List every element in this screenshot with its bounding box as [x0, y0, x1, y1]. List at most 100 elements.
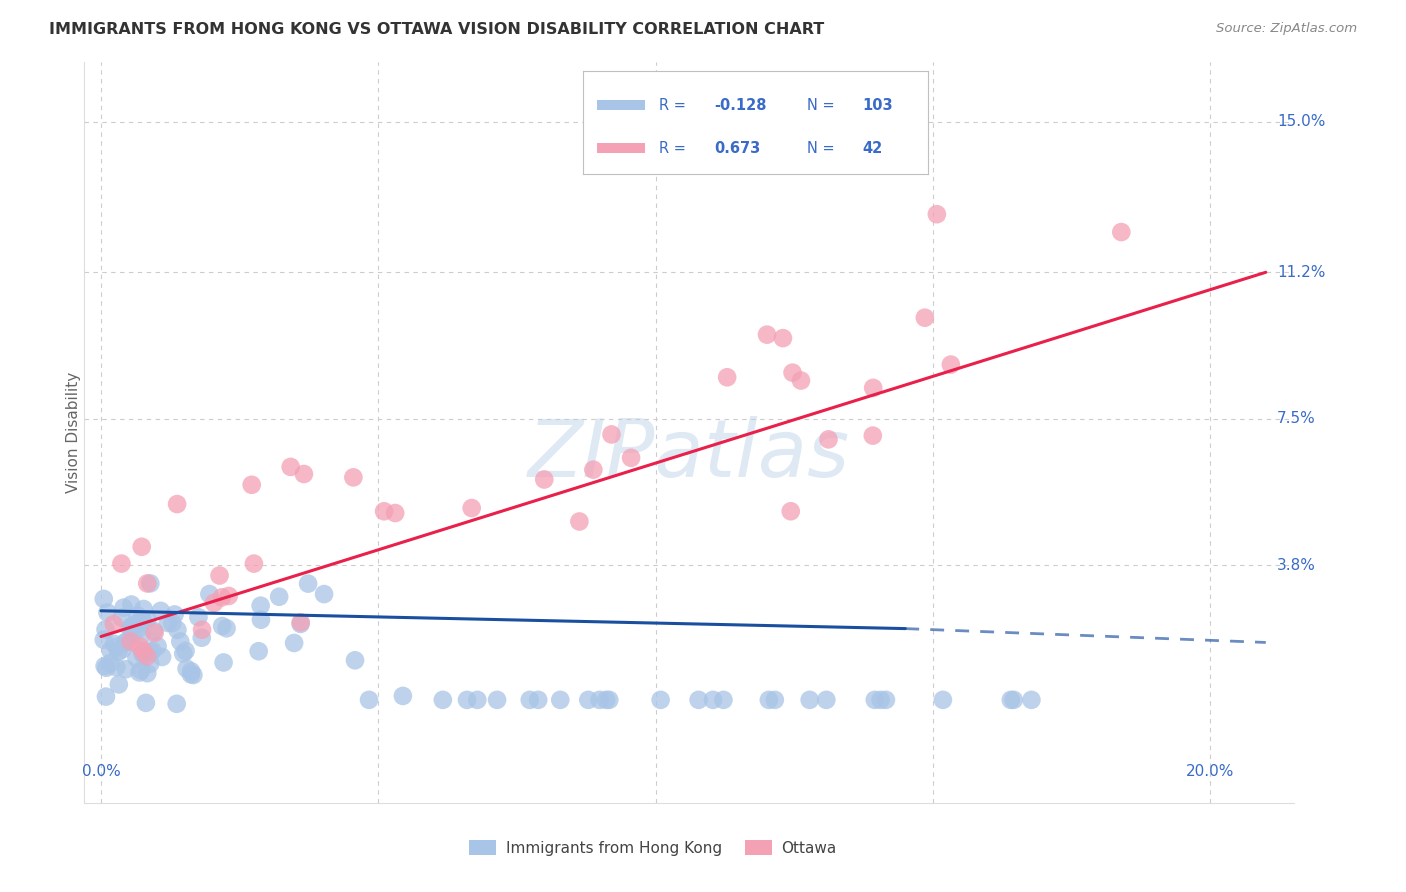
Point [595, 693, 617, 707]
Point [135, 696, 157, 710]
Point [650, 693, 672, 707]
Point [548, 693, 571, 707]
Point [598, 693, 620, 707]
Point [127, 608, 149, 623]
Point [269, 590, 291, 604]
Point [121, 628, 143, 642]
Point [533, 473, 555, 487]
Point [139, 576, 162, 591]
Point [939, 358, 962, 372]
Point [125, 624, 148, 638]
Text: 20.0%: 20.0% [1187, 764, 1234, 779]
Point [131, 647, 153, 661]
Text: IMMIGRANTS FROM HONG KONG VS OTTAWA VISION DISABILITY CORRELATION CHART: IMMIGRANTS FROM HONG KONG VS OTTAWA VISI… [49, 22, 824, 37]
Point [1002, 693, 1025, 707]
Point [432, 693, 454, 707]
Point [384, 506, 406, 520]
Point [131, 628, 153, 642]
Point [108, 677, 131, 691]
Point [373, 504, 395, 518]
Point [519, 693, 541, 707]
Point [115, 662, 138, 676]
Text: 7.5%: 7.5% [1277, 411, 1316, 426]
Point [817, 433, 839, 447]
Point [129, 612, 152, 626]
Point [131, 540, 153, 554]
Text: -0.128: -0.128 [714, 98, 766, 112]
Point [782, 366, 804, 380]
Point [94, 690, 117, 704]
Point [527, 693, 550, 707]
Point [588, 693, 610, 707]
FancyBboxPatch shape [598, 143, 645, 153]
Point [456, 693, 478, 707]
Point [190, 631, 212, 645]
Point [290, 615, 312, 630]
Point [132, 644, 155, 658]
Point [118, 622, 141, 636]
Point [180, 667, 202, 681]
Point [100, 643, 122, 657]
Point [862, 381, 884, 395]
Point [212, 656, 235, 670]
Point [156, 615, 179, 630]
Point [914, 310, 936, 325]
Point [122, 620, 145, 634]
Point [166, 623, 188, 637]
Point [250, 613, 273, 627]
Point [136, 576, 159, 591]
Point [756, 327, 779, 342]
Point [863, 693, 886, 707]
Point [702, 693, 724, 707]
Point [136, 666, 159, 681]
Text: 11.2%: 11.2% [1277, 265, 1326, 280]
Point [139, 657, 162, 671]
Text: N =: N = [807, 141, 839, 156]
Point [215, 621, 238, 635]
Text: 0.673: 0.673 [714, 141, 761, 156]
Point [869, 693, 891, 707]
Point [169, 634, 191, 648]
Text: 0.0%: 0.0% [82, 764, 121, 779]
Point [862, 428, 884, 442]
Point [98, 656, 121, 670]
Point [1000, 693, 1022, 707]
Point [114, 635, 136, 649]
Point [93, 591, 115, 606]
Point [875, 693, 897, 707]
Point [150, 650, 173, 665]
Text: N =: N = [807, 98, 839, 112]
Point [716, 370, 738, 384]
Point [568, 515, 591, 529]
Text: 15.0%: 15.0% [1277, 114, 1326, 129]
Legend: Immigrants from Hong Kong, Ottawa: Immigrants from Hong Kong, Ottawa [463, 834, 842, 862]
Point [127, 616, 149, 631]
Point [125, 651, 148, 665]
Point [772, 331, 794, 345]
Point [143, 625, 166, 640]
Point [105, 640, 128, 654]
Point [146, 639, 169, 653]
Point [208, 568, 231, 582]
Point [297, 576, 319, 591]
Point [465, 693, 488, 707]
Point [111, 611, 134, 625]
Point [290, 616, 312, 631]
Point [779, 504, 801, 518]
Text: R =: R = [659, 141, 690, 156]
Text: ZIPatlas: ZIPatlas [527, 416, 851, 494]
Point [343, 653, 366, 667]
Point [136, 649, 159, 664]
Point [342, 470, 364, 484]
Point [486, 693, 509, 707]
Point [128, 640, 150, 654]
Y-axis label: Vision Disability: Vision Disability [66, 372, 80, 493]
Point [240, 477, 263, 491]
Text: R =: R = [659, 98, 690, 112]
Point [93, 632, 115, 647]
Point [120, 634, 142, 648]
Point [249, 599, 271, 613]
Point [191, 623, 214, 637]
Point [243, 557, 266, 571]
Point [600, 427, 623, 442]
